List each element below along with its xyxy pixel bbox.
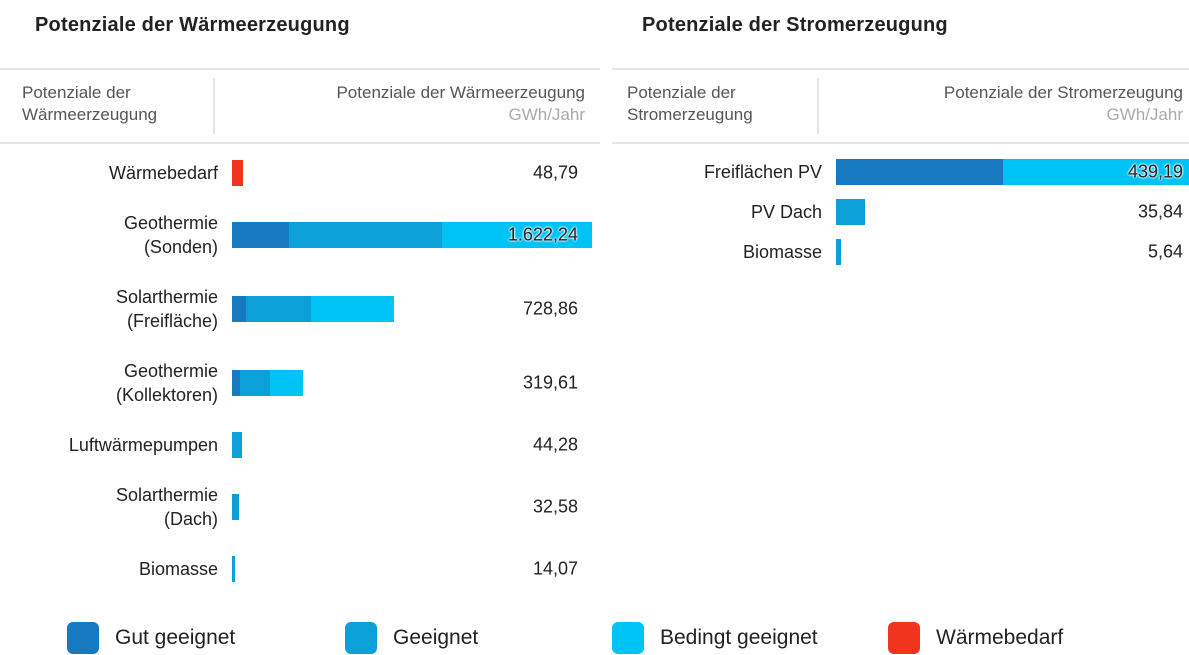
bar-stack [232, 494, 240, 520]
legend-label: Bedingt geeignet [660, 626, 818, 649]
value-header-box: Potenziale der Stromerzeugung GWh/Jahr [944, 82, 1183, 126]
power-panel: Potenziale der Stromerzeugung Potenziale … [612, 0, 1189, 600]
table-header: Potenziale der Stromerzeugung Potenziale … [612, 68, 1189, 144]
bar-segment [836, 199, 865, 225]
bar-segment [442, 222, 592, 248]
row: Geothermie (Kollektoren) 319,61 [0, 350, 600, 416]
unit-label: GWh/Jahr [508, 105, 585, 124]
bar-stack [836, 159, 1189, 185]
legend-item: Bedingt geeignet [612, 622, 818, 654]
row: Freiflächen PV 439,19 [612, 152, 1189, 192]
bar-segment [232, 556, 236, 582]
bar-segment [836, 159, 1004, 185]
value-header: Potenziale der Stromerzeugung [943, 83, 1183, 102]
value-label: 32,58 [532, 496, 578, 517]
bar-stack [232, 160, 243, 186]
legend-swatch [67, 622, 99, 654]
value-label: 44,28 [532, 434, 578, 455]
legend-swatch [888, 622, 920, 654]
value-label: 319,61 [522, 372, 578, 393]
value-label: 5,64 [1147, 241, 1183, 262]
bar-segment [232, 370, 240, 396]
row: Luftwärmepumpen 44,28 [0, 424, 600, 466]
legend-swatch [612, 622, 644, 654]
category-label: Luftwärmepumpen [68, 435, 218, 455]
bar-stack [232, 222, 592, 248]
category-label: Solarthermie (Freifläche) [115, 287, 218, 331]
bar-segment [310, 296, 394, 322]
bar-segment [836, 239, 841, 265]
bar-segment [289, 222, 443, 248]
row: Biomasse 5,64 [612, 232, 1189, 272]
category-label: Geothermie (Kollektoren) [115, 361, 218, 405]
category-label: Wärmebedarf [108, 163, 218, 183]
bar-stack [232, 296, 394, 322]
row: PV Dach 35,84 [612, 192, 1189, 232]
legend-label: Gut geeignet [115, 626, 236, 649]
chart-title: Potenziale der Wärmeerzeugung [35, 14, 350, 36]
legend: Gut geeignet Geeignet Bedingt geeignet Wärm… [0, 622, 1189, 655]
row: Geothermie (Sonden) 1.622,24 [0, 202, 600, 268]
row: Biomasse 14,07 [0, 548, 600, 590]
row: Wärmebedarf 48,79 [0, 152, 600, 194]
rows: Freiflächen PV 439,19 PV Dach 35,84 Biomasse… [612, 152, 1189, 272]
bar-stack [836, 239, 841, 265]
bar-stack [232, 370, 303, 396]
category-label: PV Dach [750, 202, 822, 222]
value-header: Potenziale der Wärmeerzeugung [336, 83, 585, 102]
legend-item: Wärmebedarf [888, 622, 1063, 654]
bar-segment [232, 432, 242, 458]
bar-segment [232, 296, 246, 322]
category-label: Solarthermie (Dach) [115, 485, 218, 529]
value-label: 35,84 [1137, 201, 1183, 222]
category-header: Potenziale der Wärmeerzeugung [22, 83, 158, 124]
bar-segment [232, 160, 243, 186]
rows: Wärmebedarf 48,79 Geothermie (Sonden) 1.622… [0, 152, 600, 590]
category-label: Geothermie (Sonden) [123, 213, 218, 257]
category-label: Biomasse [138, 559, 218, 579]
value-label: 14,07 [532, 558, 578, 579]
bar-stack [232, 556, 236, 582]
header-separator [213, 78, 215, 134]
bar-segment [232, 494, 240, 520]
row: Solarthermie (Freifläche) 728,86 [0, 276, 600, 342]
value-label: 728,86 [522, 298, 578, 319]
legend-item: Geeignet [345, 622, 478, 654]
category-label: Biomasse [742, 242, 822, 262]
heat-panel: Potenziale der Wärmeerzeugung Potenziale … [0, 0, 600, 600]
bar-segment [239, 370, 270, 396]
bar-segment [232, 222, 290, 248]
row: Solarthermie (Dach) 32,58 [0, 474, 600, 540]
category-header: Potenziale der Stromerzeugung [627, 83, 753, 124]
table-header: Potenziale der Wärmeerzeugung Potenziale … [0, 68, 600, 144]
chart-title: Potenziale der Stromerzeugung [642, 14, 948, 36]
bar-segment [245, 296, 311, 322]
legend-label: Geeignet [393, 626, 479, 649]
bar-segment [1003, 159, 1189, 185]
bar-stack [232, 432, 242, 458]
unit-label: GWh/Jahr [1106, 105, 1183, 124]
legend-swatch [345, 622, 377, 654]
category-label: Freiflächen PV [703, 162, 822, 182]
value-header-box: Potenziale der Wärmeerzeugung GWh/Jahr [336, 82, 585, 126]
value-label: 439,19 [1127, 161, 1183, 182]
legend-label: Wärmebedarf [936, 626, 1064, 649]
legend-item: Gut geeignet [67, 622, 235, 654]
value-label: 48,79 [532, 162, 578, 183]
bar-stack [836, 199, 865, 225]
bar-segment [269, 370, 303, 396]
value-label: 1.622,24 [507, 224, 578, 245]
header-separator [817, 78, 819, 134]
